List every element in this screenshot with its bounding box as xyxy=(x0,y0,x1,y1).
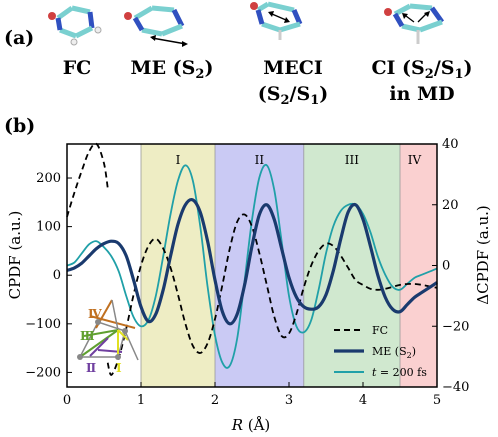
svg-text:Ⅲ: Ⅲ xyxy=(80,329,95,343)
mol-label-meci-1: MECI xyxy=(263,57,323,79)
x-tick-label: 1 xyxy=(137,393,145,408)
molecule-meci xyxy=(250,1,303,40)
y-axis-left-title: CPDF (a.u.) xyxy=(6,211,24,300)
mol-label-ci-1: CI (S2/S1) xyxy=(371,57,472,82)
legend-fc-text: FC xyxy=(372,324,388,337)
region-label-2: II xyxy=(255,153,265,167)
data-series xyxy=(66,142,438,376)
x-tick-label: 2 xyxy=(211,393,219,408)
region-3 xyxy=(303,144,400,387)
region-labels: I II III IV xyxy=(176,153,422,167)
y-right-tick-label: −40 xyxy=(442,380,469,395)
x-tick-label: 4 xyxy=(359,393,367,408)
svg-text:Ⅱ: Ⅱ xyxy=(86,361,96,375)
inset-structure: Ⅳ Ⅲ Ⅱ Ⅰ xyxy=(77,299,139,375)
y-axis-right-ticks: −40 −20 0 20 40 xyxy=(432,137,469,395)
panel-b-label: (b) xyxy=(4,115,35,137)
x-tick-label: 3 xyxy=(285,393,293,408)
molecule-fc xyxy=(48,5,102,46)
y-left-tick-label: 0 xyxy=(53,268,61,283)
x-tick-label: 5 xyxy=(433,393,441,408)
mol-label-ci-2: in MD xyxy=(389,83,454,105)
region-2 xyxy=(215,144,304,387)
region-label-3: III xyxy=(345,153,359,167)
shaded-regions xyxy=(140,144,437,387)
y-right-tick-label: −20 xyxy=(442,319,469,334)
legend-me-text: ME (S2) xyxy=(372,345,416,360)
y-right-tick-label: 0 xyxy=(442,259,450,274)
x-tick-label: 0 xyxy=(63,393,71,408)
legend-md-text: t = 200 fs xyxy=(372,366,427,379)
y-axis-right-title: ΔCPDF (a.u.) xyxy=(474,205,492,304)
svg-text:Ⅳ: Ⅳ xyxy=(88,307,102,321)
legend: FC ME (S2) t = 200 fs xyxy=(334,324,427,379)
series-fc_early-line xyxy=(66,142,109,218)
region-label-4: IV xyxy=(408,153,422,167)
molecule-me xyxy=(124,5,188,47)
x-axis-title: R (Å) xyxy=(231,416,271,434)
region-1 xyxy=(141,144,215,387)
y-left-tick-label: 100 xyxy=(36,220,61,235)
y-right-tick-label: 20 xyxy=(442,198,459,213)
series-md-line xyxy=(66,163,438,369)
y-axis-left-ticks: −200 −100 0 100 200 xyxy=(25,171,72,380)
series-me-line xyxy=(66,197,438,326)
mol-label-fc: FC xyxy=(63,57,92,79)
x-axis-ticks: 0 1 2 3 4 5 xyxy=(63,382,441,408)
mol-label-meci-2: (S2/S1) xyxy=(258,83,328,108)
molecule-ci xyxy=(384,3,445,44)
region-label-1: I xyxy=(176,153,181,167)
y-left-tick-label: −100 xyxy=(25,317,61,332)
svg-text:Ⅰ: Ⅰ xyxy=(116,361,122,375)
region-4 xyxy=(400,144,437,387)
y-right-tick-label: 40 xyxy=(442,137,459,152)
panel-a-label: (a) xyxy=(4,27,34,49)
y-left-tick-label: 200 xyxy=(36,171,61,186)
y-left-tick-label: −200 xyxy=(25,365,61,380)
mol-label-me: ME (S2) xyxy=(131,57,214,82)
